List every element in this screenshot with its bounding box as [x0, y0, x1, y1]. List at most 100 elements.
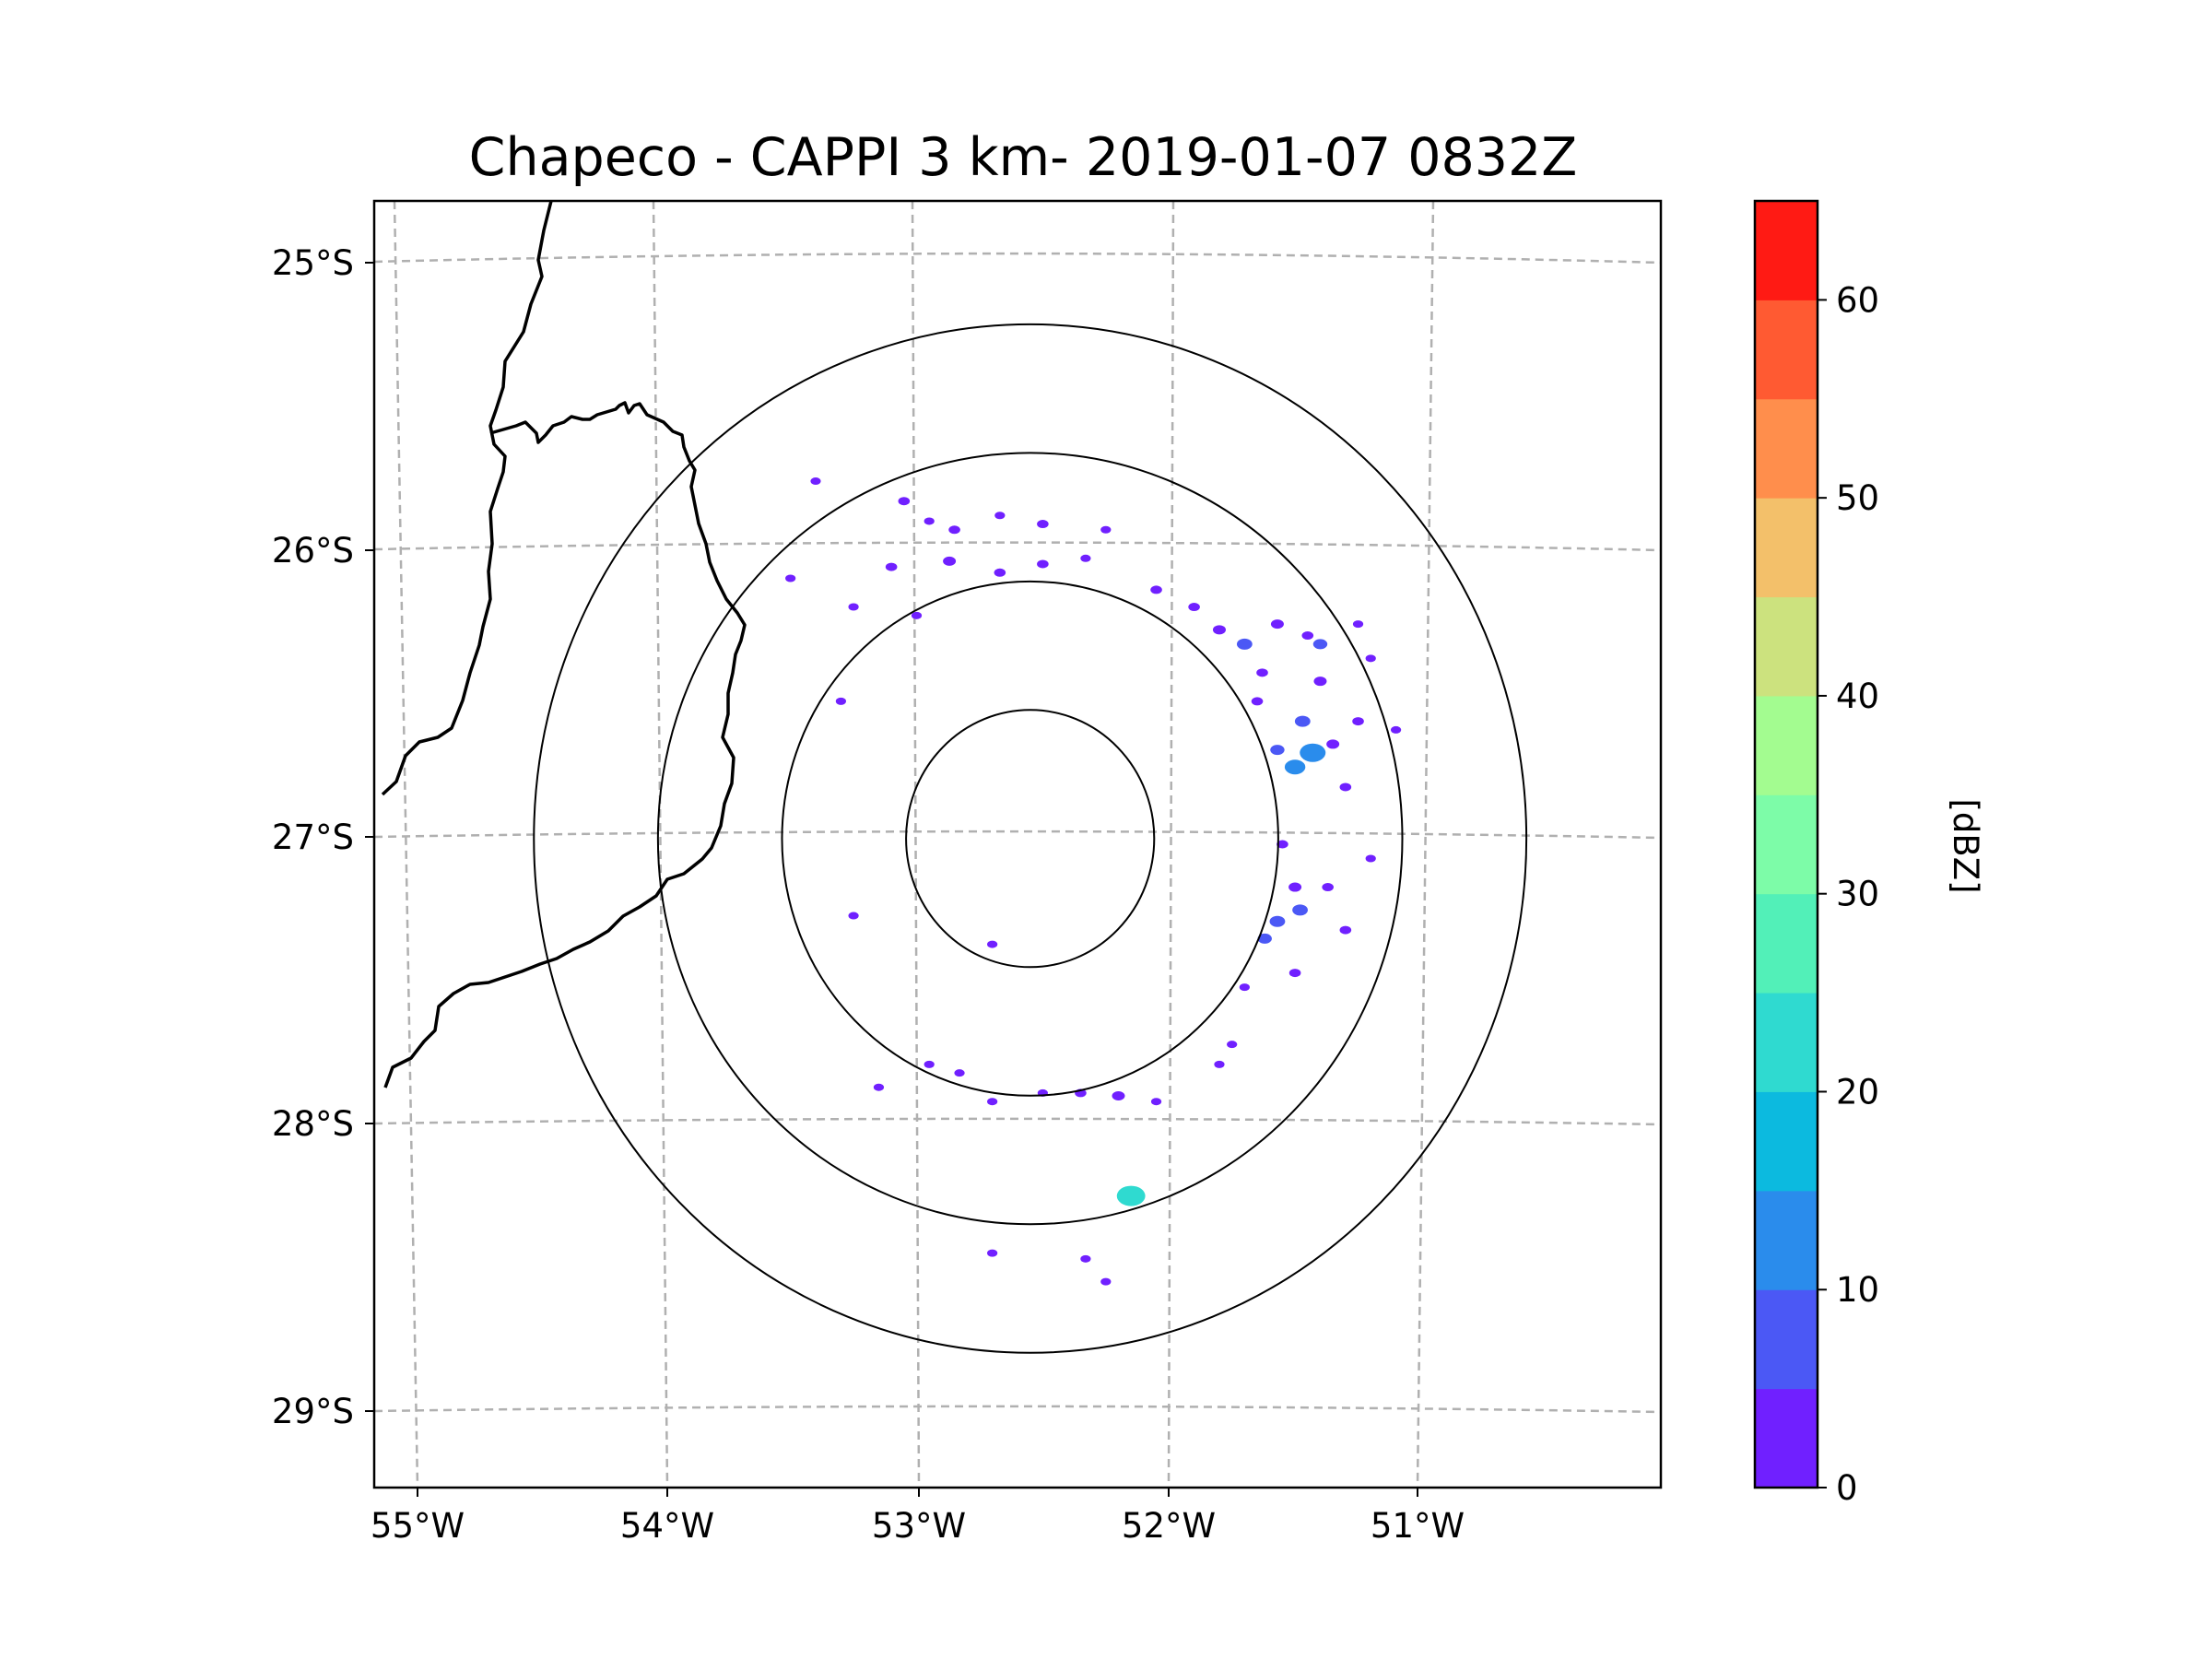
range-rings	[533, 323, 1528, 1354]
echo-30	[1352, 717, 1364, 726]
lon-tick-label: 52°W	[1122, 1506, 1216, 1546]
colorbar-segment	[1755, 794, 1818, 895]
range-ring-200km	[533, 323, 1528, 1354]
lat-tick-label: 29°S	[272, 1392, 354, 1431]
gridlines	[374, 201, 1661, 1488]
echo-12	[785, 574, 796, 582]
colorbar-segment	[1755, 1190, 1818, 1290]
gridline-lon-53	[911, 201, 921, 1488]
echo-4	[994, 512, 1006, 520]
gridline-lat-29	[374, 1405, 1661, 1414]
colorbar-tick-label: 50	[1836, 478, 1879, 518]
echo-47	[1150, 1098, 1162, 1106]
echo-39	[1292, 904, 1308, 916]
colorbar-segment	[1755, 993, 1818, 1092]
colorbar-tick-label: 60	[1836, 280, 1879, 320]
echo-61	[1251, 697, 1264, 706]
lat-tick-label: 25°S	[272, 243, 354, 283]
colorbar-segment	[1755, 1388, 1818, 1488]
colorbar-segment	[1755, 1091, 1818, 1192]
echo-31	[1390, 725, 1402, 734]
echo-25	[1294, 715, 1311, 727]
echo-17	[1236, 638, 1253, 650]
echo-50	[924, 1060, 935, 1068]
echo-11	[1080, 554, 1091, 562]
echo-0	[898, 497, 911, 506]
echo-13	[848, 603, 859, 611]
echo-41	[1288, 969, 1301, 978]
gridline-lat-28	[374, 1117, 1661, 1126]
lat-tick-label: 27°S	[272, 818, 354, 857]
colorbar-segment	[1755, 398, 1818, 499]
echo-16	[1212, 625, 1226, 635]
echo-60	[848, 912, 859, 920]
echo-44	[1112, 1090, 1125, 1100]
echo-32	[1339, 782, 1352, 792]
echo-2	[810, 477, 821, 486]
map-area	[374, 201, 1661, 1488]
echo-22	[1256, 668, 1268, 677]
echo-10	[1037, 559, 1049, 569]
colorbar-segment	[1755, 596, 1818, 697]
lat-tick-label: 26°S	[272, 531, 354, 571]
echo-18	[1270, 619, 1284, 629]
chart-title: Chapeco - CAPPI 3 km- 2019-01-07 0832Z	[469, 127, 1578, 188]
gridline-lat-26	[374, 541, 1661, 552]
gridline-lat-25	[374, 252, 1661, 265]
colorbar-label: [dBZ]	[1946, 798, 1985, 893]
echo-53	[987, 1249, 998, 1257]
longitude-ticks: 55°W 54°W 53°W 52°W 51°W	[371, 1488, 1465, 1546]
echo-35	[1322, 883, 1334, 892]
echo-20	[1312, 639, 1328, 650]
map-frame	[372, 199, 1663, 1489]
echo-24	[1365, 654, 1376, 663]
colorbar-segment	[1755, 893, 1818, 994]
echo-51	[873, 1083, 885, 1091]
echo-6	[1100, 525, 1112, 534]
echo-36	[1365, 854, 1376, 863]
echo-27	[1284, 759, 1306, 775]
echo-8	[943, 556, 957, 566]
echo-15	[1188, 603, 1200, 612]
reflectivity-echoes	[785, 477, 1402, 1286]
border-argentina	[383, 401, 747, 1088]
echo-49	[954, 1069, 965, 1077]
colorbar-segment	[1755, 695, 1818, 795]
colorbar-segment	[1755, 1289, 1818, 1390]
range-ring-100km	[781, 580, 1279, 1097]
latitude-ticks: 25°S 26°S 27°S 28°S 29°S	[272, 243, 374, 1431]
gridline-lat-27	[374, 830, 1661, 840]
echo-48	[987, 1098, 998, 1106]
echo-19	[1301, 631, 1314, 641]
gridline-lon-55	[393, 201, 419, 1488]
echo-28	[1326, 739, 1340, 749]
lon-tick-label: 55°W	[371, 1506, 465, 1546]
echo-37	[1269, 915, 1286, 927]
colorbar-tick-label: 20	[1836, 1072, 1879, 1112]
gridline-lon-51	[1416, 201, 1435, 1488]
echo-42	[1239, 983, 1250, 992]
echo-34	[1288, 882, 1302, 892]
colorbar-segment	[1755, 201, 1818, 300]
colorbar-frame	[1753, 199, 1819, 1489]
colorbar-tick-label: 40	[1836, 677, 1879, 716]
lat-tick-label: 28°S	[272, 1104, 354, 1144]
echo-58	[1214, 1060, 1225, 1068]
country-borders	[381, 201, 747, 1088]
echo-3	[948, 525, 960, 535]
echo-29	[1270, 745, 1285, 756]
echo-43	[1227, 1041, 1238, 1049]
echo-54	[1080, 1254, 1091, 1263]
echo-14	[1150, 585, 1162, 594]
gridline-lon-54	[652, 201, 669, 1488]
echo-21	[1352, 620, 1364, 629]
range-ring-50km	[905, 709, 1156, 969]
echo-23	[1313, 677, 1327, 687]
echo-26	[1300, 743, 1326, 762]
echo-52	[1116, 1185, 1146, 1206]
echo-59	[835, 697, 846, 705]
border-paraguay-brazil	[381, 201, 553, 796]
echo-38	[1257, 933, 1272, 944]
lon-tick-label: 51°W	[1371, 1506, 1465, 1546]
